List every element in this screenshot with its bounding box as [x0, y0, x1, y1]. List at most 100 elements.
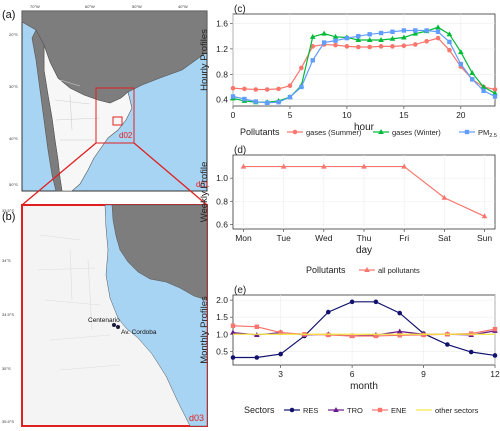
plot-area — [232, 294, 496, 366]
data-point — [276, 99, 281, 105]
data-point — [458, 49, 464, 55]
x-tick-label: 20 — [456, 110, 466, 120]
data-point — [366, 37, 373, 43]
data-point — [287, 94, 293, 100]
y-tick-label: 1.0 — [216, 329, 228, 339]
data-point — [412, 30, 419, 36]
data-point — [396, 328, 403, 334]
data-point — [458, 61, 464, 67]
data-point — [447, 47, 452, 53]
map-a-lon-tick: 40°W — [178, 4, 188, 9]
y-tick-label: 1.2 — [216, 44, 228, 54]
x-tick-label: 9 — [421, 369, 426, 379]
panel-e-monthly: 0.5 1.0 1.5 2.0 3 6 9 12 month Monthly Profiles (e… — [199, 285, 500, 415]
data-point — [321, 40, 327, 45]
data-point — [424, 28, 429, 33]
data-point — [373, 299, 379, 305]
map-a-lon-tick: 70°W — [30, 4, 40, 9]
data-point — [230, 85, 236, 91]
y-tick-label: 0.6 — [216, 219, 228, 229]
data-point — [401, 43, 407, 49]
legend-swatch-marker — [333, 407, 339, 412]
legend-swatch-marker — [289, 407, 295, 413]
data-point — [397, 333, 402, 338]
data-point — [447, 39, 452, 45]
legend-label: gases (Summer) — [306, 128, 362, 137]
map-a-lat-tick: 40°S — [9, 136, 18, 141]
data-point — [287, 83, 293, 88]
data-point — [401, 28, 407, 33]
y-axis-label: Weekly Profile — [199, 162, 210, 223]
data-point — [242, 86, 247, 92]
legend-title: Pollutants — [240, 127, 280, 137]
map-b-lat-tick: 34°S — [2, 258, 11, 263]
data-point — [344, 44, 350, 49]
data-point — [424, 38, 429, 44]
data-point — [240, 163, 247, 169]
map-a-d03-box — [112, 116, 123, 126]
map-b: Centenario Av. Cordoba d03 33.5°S 34°S 3… — [2, 204, 208, 427]
x-tick-label: 3 — [278, 369, 283, 379]
data-point — [492, 353, 498, 358]
map-a-land-west — [31, 29, 63, 192]
x-tick-label: Wed — [315, 233, 333, 243]
data-point — [481, 88, 486, 93]
plot-area — [232, 13, 496, 107]
y-tick-label: 0.8 — [216, 196, 228, 206]
legend-title: Pollutants — [306, 265, 346, 275]
data-point — [468, 331, 474, 336]
panel-c-hourly: 0.4 0.8 1.2 1.6 0 5 10 15 20 hour Hourly Profiles (… — [199, 4, 498, 139]
station-cordoba-marker — [116, 325, 120, 329]
data-point — [333, 42, 338, 48]
data-point — [469, 70, 476, 76]
map-a-lat-tick: 20°S — [9, 32, 18, 37]
data-point — [264, 87, 270, 92]
x-tick-label: 12 — [490, 369, 500, 379]
y-tick-label: 1.5 — [216, 312, 228, 322]
x-tick-label: 5 — [288, 110, 293, 120]
x-tick-label: Tue — [276, 233, 291, 243]
legend-label: RES — [303, 406, 318, 415]
data-point — [278, 351, 283, 357]
x-tick-label: Thu — [357, 233, 372, 243]
station-centenario-label: Centenario — [88, 317, 120, 324]
y-tick-label: 0.5 — [216, 346, 228, 356]
legend-swatch-marker — [377, 407, 383, 413]
x-tick-label: 0 — [231, 110, 236, 120]
data-point — [492, 326, 498, 332]
legend-swatch-marker — [364, 267, 370, 272]
data-point — [373, 333, 379, 339]
map-a-label: (a) — [2, 9, 15, 21]
data-point — [355, 37, 362, 43]
data-point — [468, 349, 474, 355]
x-axis-label: hour — [354, 122, 375, 133]
data-point — [470, 77, 475, 82]
data-point — [413, 28, 418, 33]
legend-label-subscript: 2.5 — [489, 133, 497, 139]
data-point — [344, 35, 350, 41]
data-point — [309, 33, 316, 39]
data-point — [378, 37, 384, 43]
x-tick-label: 6 — [350, 369, 355, 379]
legend-label: all pollutants — [378, 266, 420, 275]
map-a-lon-tick: 50°W — [132, 4, 142, 9]
data-point — [390, 44, 395, 49]
map-a-d01-label: d01 — [196, 180, 210, 189]
data-point — [446, 31, 453, 37]
map-b-lat-tick: 33.5°S — [2, 208, 14, 213]
legend-title: Sectors — [244, 405, 275, 415]
data-point — [390, 29, 395, 34]
legend-label: TRO — [347, 406, 363, 415]
panel-d-weekly: 0.6 0.8 1.0 Mon Tue Wed Thu Fri Sat Sun day Weekly … — [199, 145, 496, 275]
data-point — [278, 330, 283, 335]
data-point — [445, 342, 450, 347]
y-tick-label: 0.4 — [216, 95, 228, 105]
legend-label: other sectors — [435, 406, 479, 415]
series-line — [233, 301, 496, 359]
data-point — [280, 163, 287, 169]
y-tick-label: 2.0 — [216, 295, 228, 305]
data-point — [480, 83, 487, 89]
y-tick-label: 1.6 — [216, 19, 228, 29]
data-point — [401, 163, 407, 169]
data-point — [349, 333, 355, 339]
